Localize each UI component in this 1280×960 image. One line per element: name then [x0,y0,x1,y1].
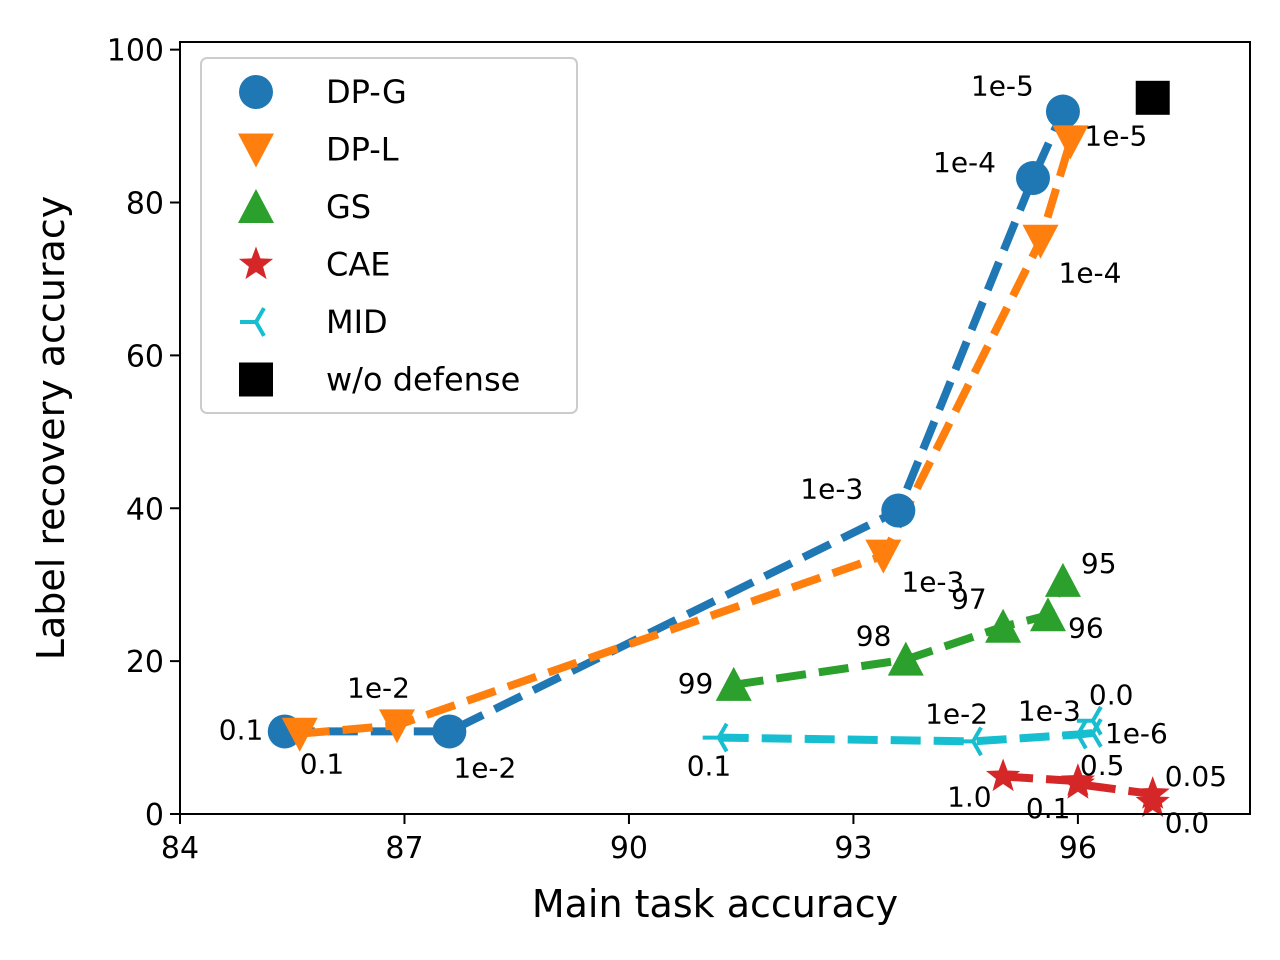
annotation-gs-4: 96 [1068,611,1104,644]
point-gs-4 [1029,597,1066,632]
point-dp-g-3 [881,493,916,528]
point-cae-1 [986,758,1021,792]
point-dp-l-2 [378,709,415,744]
legend-label-w-o-defense: w/o defense [326,361,520,399]
point-cae-5 [1135,784,1170,818]
annotation-dp-l-2: 1e-2 [347,671,410,704]
plot-frame [179,41,1251,815]
point-mid-2 [957,726,983,757]
y-tick-label-0: 0 [145,798,164,833]
x-tick-label-87: 87 [385,831,423,866]
point-dp-l-5 [1052,125,1089,160]
annotation-dp-g-4: 1e-4 [933,146,996,179]
annotation-dp-g-1: 0.1 [219,713,264,746]
x-tick-label-90: 90 [610,831,648,866]
annotation-dp-g-2: 1e-2 [453,751,516,784]
legend-marker-dp-g [239,75,273,109]
legend-marker-w-o-defense [239,362,273,397]
y-tick-label-80: 80 [126,187,164,222]
x-tick-label-84: 84 [161,831,199,866]
annotation-cae-1: 1.0 [947,781,992,814]
y-tick-label-20: 20 [126,645,164,680]
annotation-dp-l-1: 0.1 [300,748,345,781]
annotation-dp-g-5: 1e-5 [971,70,1034,103]
annotation-dp-g-3: 1e-3 [800,473,863,506]
legend-marker-dp-l [238,133,274,168]
annotation-dp-l-3: 1e-3 [901,566,964,599]
annotation-gs-1: 99 [678,667,714,700]
point-dp-l-3 [865,539,902,574]
annotation-dp-l-4: 1e-4 [1059,257,1122,290]
point-gs-1 [715,666,752,701]
legend-marker-gs [238,189,274,223]
x-tick-label-93: 93 [834,831,872,866]
legend-frame [200,57,578,414]
annotation-cae-2: 0.5 [1080,749,1125,782]
point-mid-5 [1076,705,1103,736]
annotation-mid-2: 1e-2 [925,697,988,730]
annotation-mid-1: 0.1 [687,750,732,783]
legend-label-mid: MID [326,303,388,341]
annotation-mid-3: 1e-3 [1018,695,1081,728]
point-dp-l-4 [1022,224,1059,259]
point-gs-5 [1044,562,1081,597]
y-axis-title: Label recovery accuracy [29,196,73,660]
legend-label-cae: CAE [326,246,390,284]
point-dp-l-1 [281,717,318,752]
point-cae-3 [1060,766,1095,799]
point-gs-3 [985,608,1022,643]
annotation-dp-l-5: 1e-5 [1084,119,1147,152]
annotation-gs-3: 97 [951,583,987,616]
point-mid-1 [702,722,729,753]
legend-label-dp-g: DP-G [326,73,407,111]
annotation-gs-5: 95 [1081,547,1117,580]
annotation-cae-4: 0.05 [1165,760,1227,793]
annotation-gs-2: 98 [856,620,892,653]
point-w-o-defense-1 [1135,80,1170,115]
point-gs-2 [887,641,924,676]
legend-marker-cae [238,246,274,280]
legend-label-dp-l: DP-L [326,131,399,169]
x-tick-label-96: 96 [1059,831,1097,866]
point-dp-g-5 [1045,94,1080,129]
annotation-mid-5: 0.0 [1089,679,1134,712]
y-tick-label-60: 60 [126,339,164,374]
x-axis-title: Main task accuracy [532,882,898,926]
annotation-cae-3: 0.1 [1026,792,1071,825]
axis-ticks: 84 87 90 93 96 0 20 40 60 80 100 [107,34,1097,866]
point-dp-g-2 [432,714,467,749]
legend-label-gs: GS [326,188,371,226]
point-dp-g-4 [1016,161,1051,196]
series-markers [267,80,1170,818]
legend-marker-mid [240,307,266,337]
y-tick-label-40: 40 [126,492,164,527]
annotation-mid-4: 1e-6 [1105,717,1168,750]
point-annotations: 0.1 1e-2 1e-3 1e-4 1e-5 0.1 1e-2 1e-3 1e-4 1e-5 99… [219,70,1227,840]
legend: DP-G DP-L GS CAE MID w/o defense [200,57,578,414]
annotation-cae-5: 0.0 [1165,807,1210,840]
y-tick-label-100: 100 [107,34,164,69]
